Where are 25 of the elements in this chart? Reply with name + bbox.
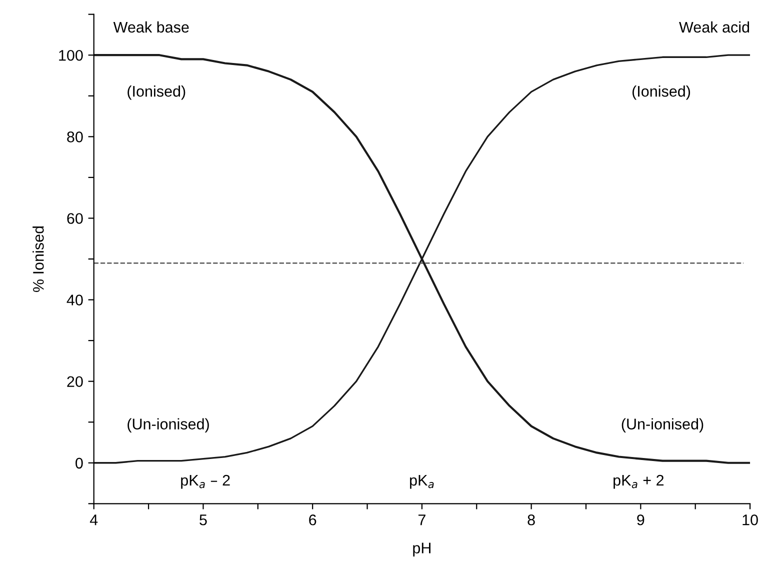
x-axis-title: pH — [413, 542, 430, 556]
annotation: (Un-ionised) — [622, 418, 704, 432]
x-tick-label: 9 — [637, 514, 644, 526]
y-tick-label: 60 — [67, 213, 83, 224]
x-tick-label: 4 — [90, 514, 98, 526]
x-tick-label: 7 — [418, 514, 426, 526]
y-tick-label: 0 — [76, 458, 83, 469]
annotation: pK$_{a}$ — [410, 475, 434, 489]
annotation: (Un-ionised) — [128, 418, 209, 432]
x-tick-label: 8 — [528, 514, 535, 526]
annotation: pK$_{a}$ – 2 — [181, 474, 230, 489]
annotation: (Ionised) — [632, 86, 690, 100]
y-axis-title: % Ionised — [32, 226, 44, 292]
annotation: pK$_{a}$ + 2 — [614, 474, 664, 489]
y-tick-label: 100 — [59, 50, 83, 61]
series-label: Weak base — [113, 21, 189, 33]
y-tick-label: 80 — [67, 132, 83, 142]
x-tick-label: 5 — [200, 514, 207, 526]
series-label: Weak acid — [679, 21, 750, 33]
y-tick-label: 40 — [66, 294, 83, 306]
y-tick-label: 20 — [67, 376, 83, 388]
annotation: (Ionised) — [128, 86, 186, 100]
x-tick-label: 10 — [742, 514, 758, 526]
line-series — [94, 54, 750, 464]
x-tick-label: 6 — [309, 514, 316, 526]
